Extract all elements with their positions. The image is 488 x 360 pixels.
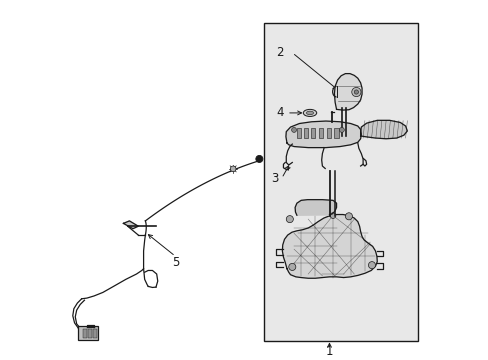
Bar <box>296 128 301 138</box>
Text: 3: 3 <box>270 172 278 185</box>
Bar <box>318 128 323 138</box>
Bar <box>264 23 417 341</box>
Bar <box>88 329 92 338</box>
Text: 5: 5 <box>171 256 179 269</box>
Circle shape <box>345 213 352 220</box>
Bar <box>83 329 87 338</box>
Circle shape <box>288 264 295 270</box>
Circle shape <box>367 262 375 269</box>
Ellipse shape <box>303 109 316 116</box>
Bar <box>326 128 330 138</box>
Circle shape <box>291 127 296 132</box>
Text: 2: 2 <box>276 46 283 59</box>
Bar <box>334 128 338 138</box>
Text: 1: 1 <box>325 345 332 358</box>
Ellipse shape <box>306 111 313 115</box>
Bar <box>310 128 315 138</box>
Bar <box>78 327 98 340</box>
Circle shape <box>255 156 263 162</box>
Circle shape <box>329 213 335 219</box>
Circle shape <box>285 216 293 223</box>
Bar <box>304 128 307 138</box>
Circle shape <box>230 166 236 172</box>
Bar <box>93 329 97 338</box>
Circle shape <box>353 90 358 94</box>
Polygon shape <box>360 120 407 139</box>
Polygon shape <box>123 221 138 229</box>
Circle shape <box>351 87 360 96</box>
Polygon shape <box>295 200 336 215</box>
Polygon shape <box>282 215 377 278</box>
Circle shape <box>339 127 344 132</box>
Text: 4: 4 <box>276 107 283 120</box>
Polygon shape <box>285 121 361 148</box>
Polygon shape <box>334 73 361 110</box>
